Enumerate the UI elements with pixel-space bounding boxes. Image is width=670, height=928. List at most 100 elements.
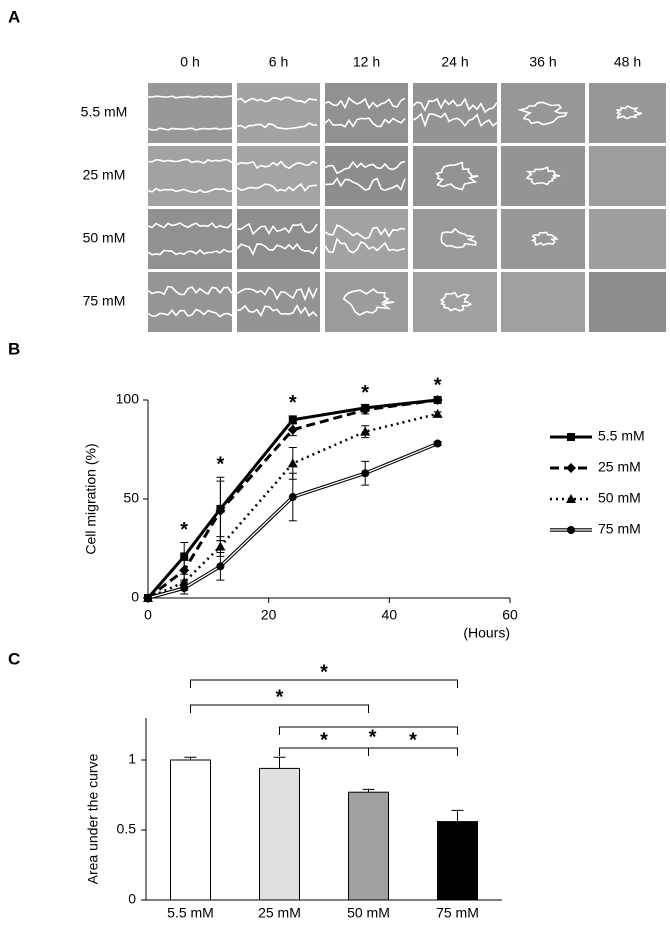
panel-letter: C <box>8 649 20 668</box>
y-axis-label: Cell migration (%) <box>83 443 99 554</box>
row-label: 75 mM <box>83 293 126 309</box>
column-header: 36 h <box>529 54 556 70</box>
series-line <box>147 398 438 600</box>
wound-edge <box>439 291 473 312</box>
bar <box>259 767 300 901</box>
wound-edge <box>236 96 318 104</box>
marker <box>288 415 297 424</box>
micrograph <box>325 83 408 143</box>
marker <box>566 463 576 473</box>
wound-edge <box>435 161 479 191</box>
wound-edge <box>147 158 233 165</box>
x-tick-label: 75 mM <box>436 905 479 921</box>
wound-edge <box>324 237 406 254</box>
wound-edge <box>236 183 318 192</box>
marker <box>179 565 190 576</box>
micrograph <box>413 209 497 269</box>
y-tick-label: 0 <box>128 891 136 907</box>
micrograph <box>413 83 497 143</box>
row-label: 50 mM <box>83 230 126 246</box>
micrograph <box>413 272 497 332</box>
significance-bracket <box>190 704 369 713</box>
wound-edge <box>517 101 568 126</box>
micrograph <box>501 272 585 332</box>
significance: * <box>361 382 369 404</box>
micrograph <box>148 209 232 269</box>
micrograph <box>148 146 232 206</box>
wound-edge <box>147 248 233 256</box>
significance: * <box>180 519 188 541</box>
marker <box>567 526 575 534</box>
column-header: 6 h <box>269 54 288 70</box>
row-label: 5.5 mM <box>81 104 128 120</box>
wound-edge <box>236 122 318 130</box>
x-tick-label: 40 <box>382 607 398 623</box>
micrograph <box>148 83 232 143</box>
marker <box>360 426 371 436</box>
series-line-inner <box>147 442 438 599</box>
legend-label: 5.5 mM <box>598 428 645 444</box>
marker <box>180 584 189 593</box>
y-tick-label: 0.5 <box>117 821 137 837</box>
legend-label: 50 mM <box>598 490 641 506</box>
significance: * <box>369 726 377 748</box>
column-header: 12 h <box>353 54 380 70</box>
wound-edge <box>440 227 477 249</box>
series-line <box>146 398 438 599</box>
y-tick-label: 0 <box>131 589 139 605</box>
micrograph <box>237 146 320 206</box>
panel-letter: A <box>8 7 20 26</box>
marker <box>360 404 371 415</box>
marker <box>215 541 226 551</box>
x-tick-label: 60 <box>502 607 518 623</box>
micrograph <box>237 83 320 143</box>
micrograph <box>413 146 497 206</box>
micrograph <box>148 272 232 332</box>
marker <box>433 439 442 448</box>
panel-letter: B <box>8 339 20 358</box>
wound-edge <box>236 243 318 256</box>
wound-edge <box>236 160 318 170</box>
bar <box>437 821 478 901</box>
y-tick-label: 1 <box>128 751 136 767</box>
error-bar <box>273 756 286 769</box>
wound-edge <box>147 95 233 99</box>
micrograph <box>589 272 666 332</box>
wound-edge <box>324 224 406 240</box>
wound-edge <box>525 166 561 186</box>
x-tick-label: 50 mM <box>347 905 390 921</box>
wound-edge <box>412 112 498 128</box>
legend-label: 75 mM <box>598 521 641 537</box>
column-header: 0 h <box>180 54 199 70</box>
x-axis-label: (Hours) <box>463 625 510 641</box>
wound-edge <box>412 97 498 114</box>
micrograph <box>237 272 320 332</box>
marker <box>432 408 443 418</box>
y-tick-label: 50 <box>123 490 139 506</box>
wound-edge <box>324 177 406 192</box>
significance-bracket <box>279 726 458 735</box>
y-axis-label: Area under the curve <box>85 753 101 884</box>
significance: * <box>409 729 417 751</box>
marker <box>216 562 225 571</box>
marker <box>288 493 297 502</box>
marker <box>144 594 152 602</box>
row-label: 25 mM <box>83 167 126 183</box>
wound-edge <box>342 288 395 316</box>
column-header: 24 h <box>441 54 468 70</box>
wound-edge <box>147 285 233 296</box>
y-tick-label: 100 <box>116 391 140 407</box>
wound-edge <box>530 231 559 247</box>
x-tick-label: 20 <box>261 607 277 623</box>
marker <box>361 469 370 478</box>
wound-edge <box>147 221 233 229</box>
marker <box>432 395 443 405</box>
wound-edge <box>324 160 406 175</box>
error-bar <box>451 809 464 822</box>
wound-edge <box>324 117 406 128</box>
significance: * <box>276 686 284 708</box>
marker <box>287 424 298 435</box>
wound-edge <box>147 127 233 131</box>
marker <box>567 433 575 441</box>
micrograph <box>325 272 408 332</box>
